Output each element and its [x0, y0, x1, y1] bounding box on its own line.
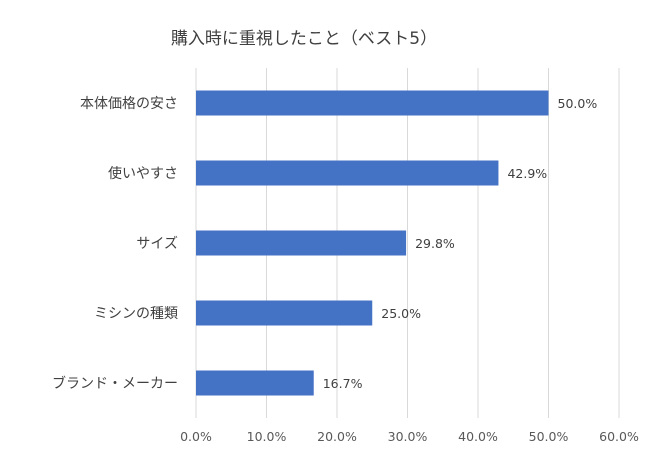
data-label: 25.0%: [381, 306, 421, 321]
category-label: サイズ: [136, 236, 178, 252]
data-label: 50.0%: [558, 96, 598, 111]
category-label: ミシンの種類: [94, 306, 178, 322]
x-tick-label: 30.0%: [388, 429, 428, 444]
x-tick-label: 50.0%: [529, 429, 569, 444]
bar: [196, 160, 499, 186]
data-label: 42.9%: [507, 166, 547, 181]
x-tick-label: 40.0%: [458, 429, 498, 444]
x-tick-label: 20.0%: [317, 429, 357, 444]
data-label: 16.7%: [323, 376, 363, 391]
category-label: ブランド・メーカー: [52, 375, 178, 392]
bar: [196, 90, 549, 116]
category-label: 使いやすさ: [108, 165, 178, 182]
bar: [196, 370, 314, 396]
x-tick-label: 10.0%: [247, 429, 287, 444]
category-label: 本体価格の安さ: [80, 96, 178, 112]
bar: [196, 230, 407, 256]
data-label: 29.8%: [415, 236, 455, 251]
bar: [196, 300, 373, 326]
labels: 0.0% 10.0% 20.0% 30.0% 40.0% 50.0% 60.0% 本体価格の安…: [52, 96, 639, 444]
x-tick-label: 0.0%: [180, 429, 212, 444]
chart-title: 購入時に重視したこと（ベスト5）: [171, 29, 437, 49]
bars: [196, 90, 549, 396]
x-tick-label: 60.0%: [599, 429, 639, 444]
